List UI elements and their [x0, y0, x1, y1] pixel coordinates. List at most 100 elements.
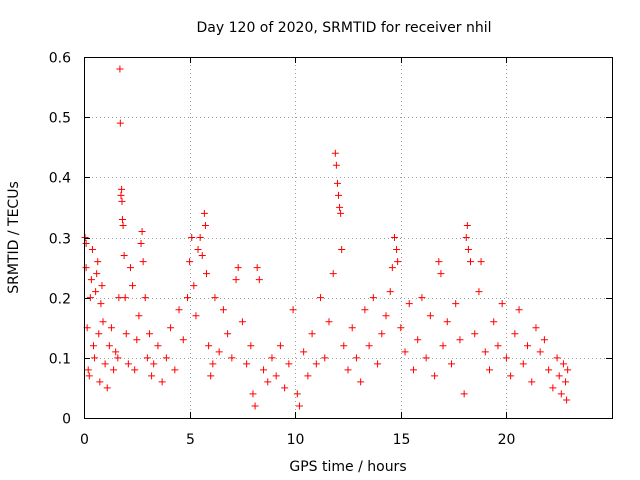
data-point [502, 354, 510, 362]
data-point [524, 342, 532, 350]
data-point [92, 288, 100, 296]
data-point [338, 246, 346, 254]
data-point [365, 342, 373, 350]
data-point [378, 330, 386, 338]
data-point [238, 318, 246, 326]
data-point [471, 330, 479, 338]
data-point [511, 330, 519, 338]
data-point [481, 348, 489, 356]
data-point [131, 366, 139, 374]
data-point [133, 336, 141, 344]
y-tick-label: 0.4 [49, 171, 71, 187]
data-point [333, 179, 341, 187]
x-axis-label: GPS time / hours [289, 459, 406, 475]
data-point [84, 366, 92, 374]
data-point [115, 294, 123, 302]
data-point [382, 312, 390, 320]
data-point [121, 294, 129, 302]
data-point [167, 324, 175, 332]
data-point [498, 300, 506, 308]
data-point [528, 378, 536, 386]
data-point [112, 348, 120, 356]
data-point [234, 264, 242, 272]
data-point [129, 282, 137, 290]
data-point [94, 258, 102, 266]
data-point [369, 294, 377, 302]
grid [84, 57, 612, 418]
y-tick-label: 0.6 [49, 51, 71, 67]
x-tick-label: 20 [498, 432, 516, 448]
data-point [405, 300, 413, 308]
data-point [158, 378, 166, 386]
data-point [401, 348, 409, 356]
y-tick-label: 0.5 [49, 111, 71, 127]
x-tick-label: 10 [287, 432, 305, 448]
data-point [205, 342, 213, 350]
data-point [532, 324, 540, 332]
data-point [431, 372, 439, 380]
data-point [124, 360, 132, 368]
data-point [190, 282, 198, 290]
data-point [332, 161, 340, 169]
data-point [348, 324, 356, 332]
data-point [466, 258, 474, 266]
data-point [452, 300, 460, 308]
data-point [82, 240, 90, 248]
data-point [397, 324, 405, 332]
data-point [456, 336, 464, 344]
data-point [352, 354, 360, 362]
data-point [304, 372, 312, 380]
data-point [418, 294, 426, 302]
data-point [394, 258, 402, 266]
data-point [312, 360, 320, 368]
data-point [281, 384, 289, 392]
data-point [390, 234, 398, 241]
data-point [409, 366, 417, 374]
data-point [194, 246, 202, 254]
data-point [545, 366, 553, 374]
data-point [308, 330, 316, 338]
data-point [437, 270, 445, 278]
data-point [186, 258, 194, 266]
data-point [439, 342, 447, 350]
data-point [325, 318, 333, 326]
data-point [536, 348, 544, 356]
data-point [494, 342, 502, 350]
axis-ticks: 0 0.1 0.2 0.3 0.4 0.5 0.6 0 5 10 15 20 [49, 51, 612, 448]
data-point [148, 372, 156, 380]
data-point [334, 191, 342, 199]
data-point [118, 185, 126, 193]
data-point [435, 258, 443, 266]
data-point [86, 294, 94, 302]
data-point [329, 270, 337, 278]
data-point [249, 390, 257, 398]
data-point [555, 372, 563, 380]
data-point [300, 348, 308, 356]
x-tick-label: 5 [186, 432, 195, 448]
y-tick-label: 0.1 [49, 352, 71, 368]
data-point [507, 372, 515, 380]
data-point [285, 360, 293, 368]
data-point [331, 149, 339, 157]
data-point [215, 348, 223, 356]
data-point [414, 336, 422, 344]
data-point [188, 234, 196, 241]
data-point [82, 264, 90, 272]
data-point [118, 197, 126, 205]
data-point [251, 402, 259, 410]
data-point [101, 360, 109, 368]
data-point [143, 354, 151, 362]
data-point [122, 330, 130, 338]
data-point [103, 384, 111, 392]
data-point [209, 360, 217, 368]
data-point [477, 258, 485, 266]
data-point [211, 294, 219, 302]
data-point [224, 330, 232, 338]
data-point [114, 354, 122, 362]
data-point [260, 366, 268, 374]
data-point [119, 221, 127, 229]
data-point [91, 354, 99, 362]
data-point [243, 360, 251, 368]
data-point [562, 378, 570, 386]
